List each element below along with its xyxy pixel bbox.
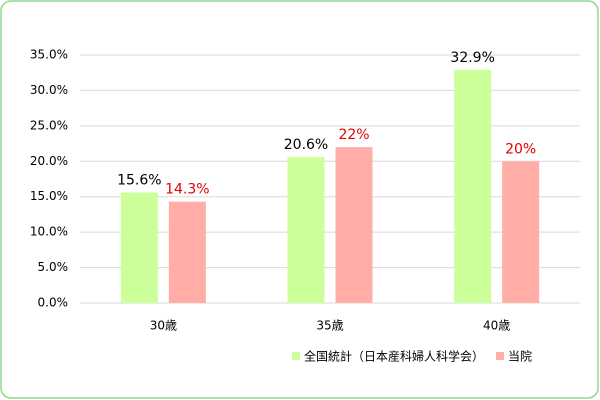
value-label: 20%: [505, 141, 536, 157]
x-tick-label: 40歳: [483, 319, 510, 333]
bar: [454, 69, 492, 303]
value-label: 32.9%: [450, 50, 494, 66]
bar: [502, 161, 540, 303]
x-tick-label: 35歳: [316, 319, 343, 333]
bar: [120, 192, 158, 303]
y-tick-label: 0.0%: [38, 296, 69, 310]
value-label: 14.3%: [165, 182, 209, 198]
y-tick-label: 30.0%: [30, 83, 68, 97]
y-tick-label: 20.0%: [30, 154, 68, 168]
legend-label: 全国統計（日本産科婦人科学会）: [304, 349, 484, 364]
y-tick-label: 10.0%: [30, 225, 68, 239]
value-label: 15.6%: [117, 172, 161, 188]
value-label: 22%: [338, 127, 369, 143]
bar: [335, 147, 373, 303]
legend-swatch: [496, 352, 505, 360]
bar: [168, 201, 206, 303]
y-tick-label: 35.0%: [30, 48, 68, 62]
bar: [287, 157, 325, 303]
x-tick-label: 30歳: [150, 319, 177, 333]
legend-label: 当院: [508, 350, 532, 364]
y-tick-label: 25.0%: [30, 118, 68, 132]
y-tick-label: 5.0%: [38, 260, 69, 274]
legend-swatch: [292, 352, 300, 360]
value-label: 20.6%: [284, 137, 328, 153]
y-tick-label: 15.0%: [30, 189, 68, 203]
